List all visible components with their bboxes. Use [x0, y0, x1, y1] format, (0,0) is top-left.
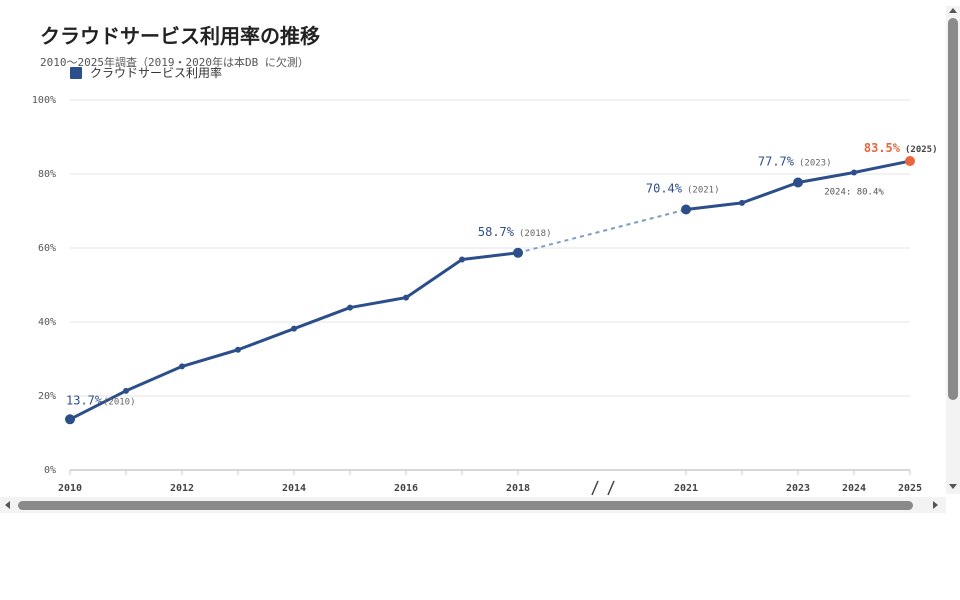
data-label-year: (2023): [799, 159, 832, 169]
chart-title: クラウドサービス利用率の推移: [40, 24, 320, 48]
data-point: [459, 256, 465, 263]
axes: 0% 20% 40% 60% 80% 100% 2010 2012 2014 2016 2018 20…: [32, 95, 922, 496]
x-tick-label: 2023: [786, 483, 810, 494]
data-label-value: 70.4%: [646, 182, 683, 196]
data-label-value: 13.7%: [66, 393, 103, 407]
data-point: [793, 177, 803, 188]
x-tick-label: 2016: [394, 483, 418, 494]
missing-data-connector: [517, 208, 687, 254]
data-label-year: (2018): [519, 229, 552, 239]
data-point: [235, 346, 241, 353]
legend-swatch: [70, 67, 82, 79]
data-labels: 13.7% (2010) 58.7% (2018) 70.4% (2021) 77.7% (2…: [66, 141, 938, 407]
chart: クラウドサービス利用率の推移 2010〜2025年調査（2019・2020年は本…: [32, 24, 938, 496]
data-point: [681, 204, 691, 215]
legend-label: クラウドサービス利用率: [90, 65, 222, 80]
data-point: [851, 169, 857, 176]
data-point: [905, 156, 915, 167]
scroll-up-arrow-icon[interactable]: [949, 8, 957, 13]
series-line: [69, 159, 911, 421]
axis-break-mark: [591, 480, 599, 496]
data-label-note: 2024: 80.4%: [824, 188, 884, 198]
data-point: [179, 363, 185, 370]
series-line-segment: [69, 251, 519, 421]
horizontal-scrollbar-thumb[interactable]: [18, 501, 913, 510]
data-label-year: (2021): [687, 186, 720, 196]
scroll-left-arrow-icon[interactable]: [5, 501, 10, 509]
x-tick-label: 2024: [842, 483, 866, 494]
scroll-right-arrow-icon[interactable]: [933, 501, 938, 509]
x-tick-label: 2014: [282, 483, 306, 494]
axis-break-mark: [607, 480, 615, 496]
chart-subtitle: 2010〜2025年調査（2019・2020年は本DB に欠測）: [40, 55, 309, 69]
y-tick-label: 40%: [38, 317, 56, 328]
data-label-year: (2010): [103, 397, 136, 407]
y-tick-label: 100%: [32, 95, 56, 106]
data-point: [739, 199, 745, 206]
x-tick-label: 2025: [898, 483, 922, 494]
vertical-scrollbar-thumb[interactable]: [948, 18, 958, 400]
data-point: [347, 304, 353, 311]
data-point: [65, 414, 75, 425]
data-point: [291, 325, 297, 332]
data-label-year: (2025): [905, 145, 938, 155]
x-tick-label: 2012: [170, 483, 194, 494]
x-tick-label: 2021: [674, 483, 698, 494]
x-tick-label: 2010: [58, 483, 82, 494]
data-point: [513, 247, 523, 258]
legend[interactable]: クラウドサービス利用率: [70, 65, 222, 80]
scroll-down-arrow-icon[interactable]: [949, 484, 957, 489]
data-label-value: 77.7%: [758, 155, 795, 169]
grid: [70, 99, 910, 397]
data-points: [65, 156, 915, 425]
data-label-value: 83.5%: [864, 141, 901, 155]
y-tick-label: 0%: [44, 465, 56, 476]
data-label-value: 58.7%: [478, 225, 515, 239]
y-tick-label: 80%: [38, 169, 56, 180]
x-tick-label: 2018: [506, 483, 530, 494]
y-tick-label: 60%: [38, 243, 56, 254]
data-point: [403, 294, 409, 301]
data-point: [123, 387, 129, 394]
y-tick-label: 20%: [38, 391, 56, 402]
